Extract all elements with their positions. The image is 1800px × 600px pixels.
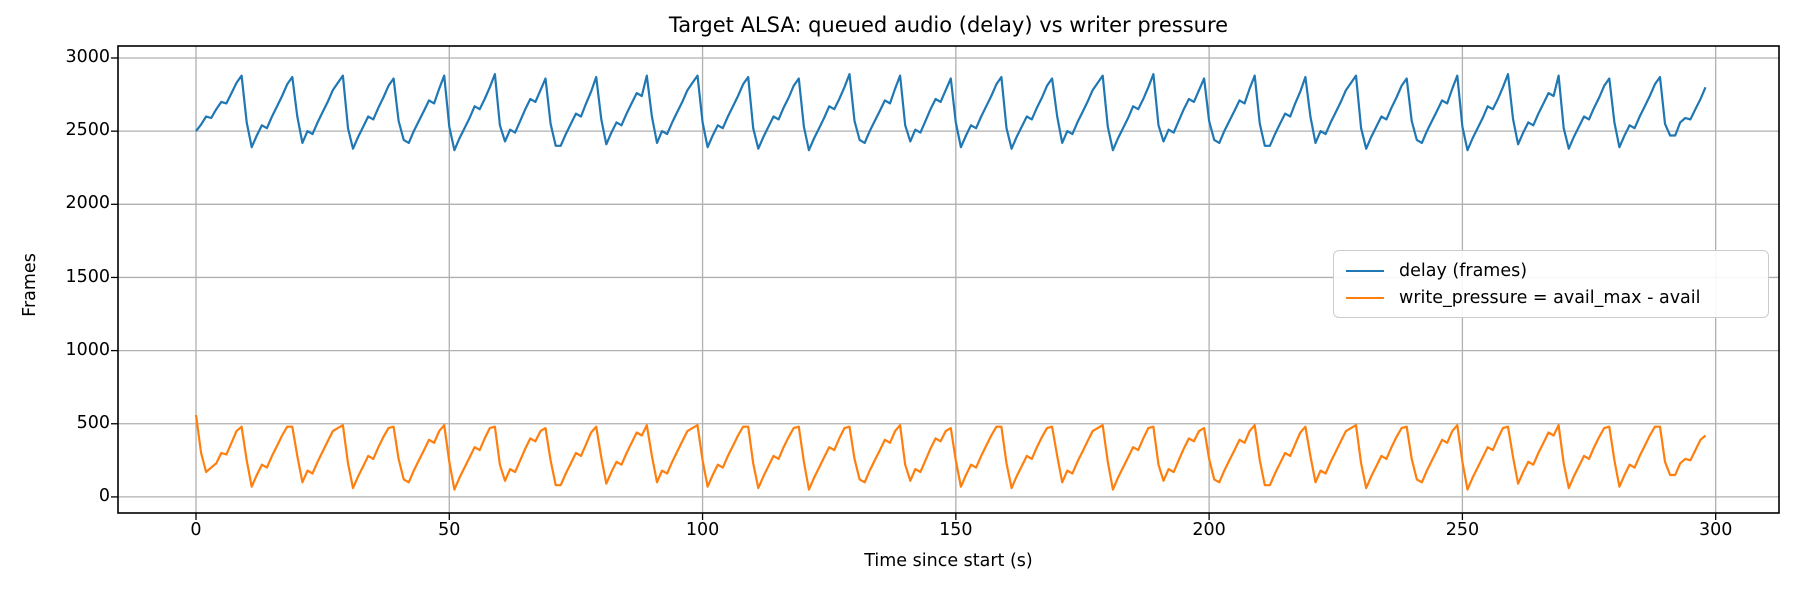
x-tick-label-300: 300 <box>1698 520 1733 540</box>
legend: delay (frames) write_pressure = avail_ma… <box>1333 250 1769 318</box>
y-tick-label-1000: 1000 <box>65 339 110 360</box>
y-tick-label-1500: 1500 <box>65 266 110 287</box>
x-tick-label-50: 50 <box>438 520 461 540</box>
y-tick-label-500: 500 <box>76 412 110 433</box>
y-tick-label-3000: 3000 <box>65 47 110 67</box>
legend-entry-write-pressure: write_pressure = avail_max - avail <box>1346 284 1756 311</box>
series-line-1 <box>194 414 1707 491</box>
legend-label-write-pressure: write_pressure = avail_max - avail <box>1399 287 1701 308</box>
y-tick-label-2500: 2500 <box>65 120 110 141</box>
x-tick-label-100: 100 <box>685 520 720 540</box>
chart-title: Target ALSA: queued audio (delay) vs wri… <box>668 13 1229 37</box>
y-tick-label-0: 0 <box>98 485 110 506</box>
plot-border <box>117 45 1780 514</box>
y-tick-label-2000: 2000 <box>65 193 110 214</box>
x-axis-label: Time since start (s) <box>864 551 1033 571</box>
series-line-0 <box>195 72 1707 152</box>
write-pressure-line-sample-icon <box>1346 296 1384 299</box>
x-tick-label-250: 250 <box>1445 520 1480 540</box>
legend-entry-delay: delay (frames) <box>1346 257 1756 284</box>
delay-line-sample-icon <box>1346 269 1384 272</box>
x-tick-label-150: 150 <box>939 520 973 540</box>
x-tick-label-200: 200 <box>1192 520 1226 540</box>
legend-label-delay: delay (frames) <box>1399 260 1528 281</box>
x-tick-label-0: 0 <box>190 520 202 540</box>
